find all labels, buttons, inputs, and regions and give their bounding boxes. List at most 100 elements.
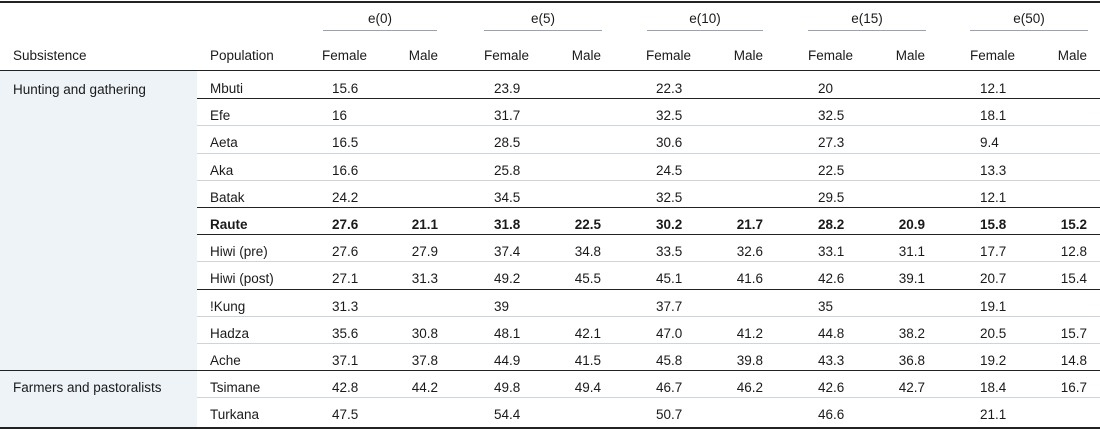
female-value-cell: 24.2	[332, 189, 359, 205]
female-value-cell: 34.5	[494, 189, 521, 205]
female-value-cell: 54.4	[494, 407, 521, 423]
male-value-cell: 42.7	[898, 380, 925, 396]
female-value-cell: 42.8	[332, 380, 359, 396]
male-value-cell: 15.4	[1060, 271, 1087, 287]
female-value-cell: 32.5	[818, 108, 845, 124]
female-value-cell: 30.2	[656, 217, 683, 232]
female-value-cell: 39	[494, 298, 510, 314]
female-value-cell: 35.6	[332, 325, 359, 341]
male-value-cell: 20.9	[898, 217, 925, 232]
male-value-cell: 21.7	[736, 217, 763, 232]
female-value-cell: 46.7	[656, 380, 683, 396]
female-value-cell: 18.4	[980, 380, 1007, 396]
male-value-cell: 45.5	[574, 271, 601, 287]
female-value-cell: 27.3	[818, 135, 845, 151]
female-value-cell: 27.6	[332, 244, 359, 260]
male-value-cell: 39.8	[736, 353, 763, 368]
male-value-cell: 41.5	[574, 353, 601, 368]
female-value-cell: 46.6	[818, 407, 845, 423]
female-value-cell: 30.6	[656, 135, 683, 151]
female-value-cell: 19.1	[980, 298, 1007, 314]
female-value-cell: 47.5	[332, 407, 359, 423]
female-value-cell: 48.1	[494, 325, 521, 341]
male-value-cell: 41.2	[736, 325, 763, 341]
female-value-cell: 27.1	[332, 271, 359, 287]
female-value-cell: 43.3	[818, 353, 845, 368]
female-value-cell: 42.6	[818, 271, 845, 287]
female-value-cell: 20.7	[980, 271, 1007, 287]
male-value-cell: 37.8	[411, 353, 438, 368]
group-header-e15: e(15)	[851, 11, 883, 26]
top-rule	[0, 1, 1100, 3]
female-value-cell: 25.8	[494, 162, 521, 178]
row-divider	[197, 397, 1100, 398]
male-value-cell: 38.2	[898, 325, 925, 341]
female-value-cell: 49.2	[494, 271, 521, 287]
female-value-cell: 29.5	[818, 189, 845, 205]
row-divider	[197, 234, 1100, 235]
female-value-cell: 33.1	[818, 244, 845, 260]
female-value-cell: 45.1	[656, 271, 683, 287]
male-value-cell: 14.8	[1060, 353, 1087, 368]
female-value-cell: 12.1	[980, 189, 1007, 205]
group-rule-e0	[323, 30, 437, 31]
female-value-cell: 24.5	[656, 162, 683, 178]
female-value-cell: 13.3	[980, 162, 1007, 178]
male-value-cell: 12.8	[1060, 244, 1087, 260]
female-value-cell: 18.1	[980, 108, 1007, 124]
row-divider	[197, 343, 1100, 344]
female-value-cell: 9.4	[980, 135, 999, 151]
female-value-cell: 17.7	[980, 244, 1007, 260]
male-value-cell: 39.1	[898, 271, 925, 287]
header-male: Male	[895, 48, 925, 63]
group-header-e50: e(50)	[1013, 11, 1045, 26]
female-value-cell: 44.9	[494, 353, 521, 368]
row-divider	[197, 316, 1100, 317]
subsistence-column-shade	[0, 71, 197, 427]
female-value-cell: 20	[818, 81, 834, 96]
female-value-cell: 42.6	[818, 380, 845, 396]
female-value-cell: 32.5	[656, 189, 683, 205]
male-value-cell: 31.1	[898, 244, 925, 260]
group-divider	[0, 370, 1100, 371]
female-value-cell: 37.4	[494, 244, 521, 260]
female-value-cell: 45.8	[656, 353, 683, 368]
row-divider	[197, 125, 1100, 126]
header-female: Female	[322, 48, 368, 63]
female-value-cell: 47.0	[656, 325, 683, 341]
female-value-cell: 16.6	[332, 162, 359, 178]
male-value-cell: 22.5	[574, 217, 601, 232]
header-male: Male	[408, 48, 438, 63]
header-male: Male	[733, 48, 763, 63]
female-value-cell: 15.8	[980, 217, 1007, 232]
header-male: Male	[571, 48, 601, 63]
row-divider	[197, 207, 1100, 208]
row-divider	[197, 261, 1100, 262]
row-divider	[197, 153, 1100, 154]
female-value-cell: 22.5	[818, 162, 845, 178]
female-value-cell: 44.8	[818, 325, 845, 341]
header-population: Population	[210, 48, 274, 63]
female-value-cell: 49.8	[494, 380, 521, 396]
population-cell: Ache	[210, 353, 241, 368]
subsistence-label: Hunting and gathering	[13, 82, 146, 97]
header-female: Female	[970, 48, 1016, 63]
row-divider	[197, 98, 1100, 99]
group-header-e0: e(0)	[367, 11, 392, 26]
male-value-cell: 30.8	[411, 325, 438, 341]
female-value-cell: 22.3	[656, 81, 683, 96]
male-value-cell: 15.7	[1060, 325, 1087, 341]
female-value-cell: 28.5	[494, 135, 521, 151]
population-cell: Hadza	[210, 325, 250, 341]
female-value-cell: 28.2	[818, 217, 845, 232]
female-value-cell: 16.5	[332, 135, 359, 151]
male-value-cell: 27.9	[411, 244, 438, 260]
male-value-cell: 41.6	[736, 271, 763, 287]
male-value-cell: 32.6	[736, 244, 763, 260]
male-value-cell: 34.8	[574, 244, 601, 260]
female-value-cell: 16	[332, 108, 348, 124]
row-divider	[197, 289, 1100, 290]
header-rule	[0, 70, 1100, 71]
header-female: Female	[484, 48, 530, 63]
